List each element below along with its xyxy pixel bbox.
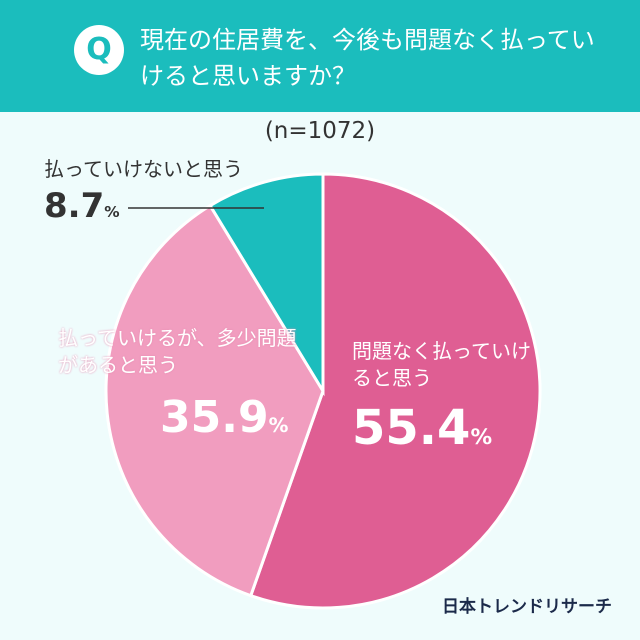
slice-value-2: 8.7% [44, 186, 120, 226]
slice-value-0: 55.4% [352, 400, 493, 456]
header: Q 現在の住居費を、今後も問題なく払っていけると思いますか？ [0, 0, 640, 112]
slice-label-1: 払っていけるが、多少問題があると思う [58, 326, 297, 377]
slice-label-0: 問題なく払っていけると思う [352, 339, 531, 390]
sample-size: (n=1072) [264, 118, 376, 144]
slice-value-1: 35.9% [160, 392, 289, 443]
q-badge-icon: Q [74, 25, 124, 75]
pie-slice-2 [208, 172, 325, 397]
slice-label-2: 払っていけないと思う [44, 157, 243, 181]
brand-logo: 日本トレンドリサーチ [442, 597, 612, 617]
question-title: 現在の住居費を、今後も問題なく払っていけると思いますか？ [140, 26, 595, 90]
